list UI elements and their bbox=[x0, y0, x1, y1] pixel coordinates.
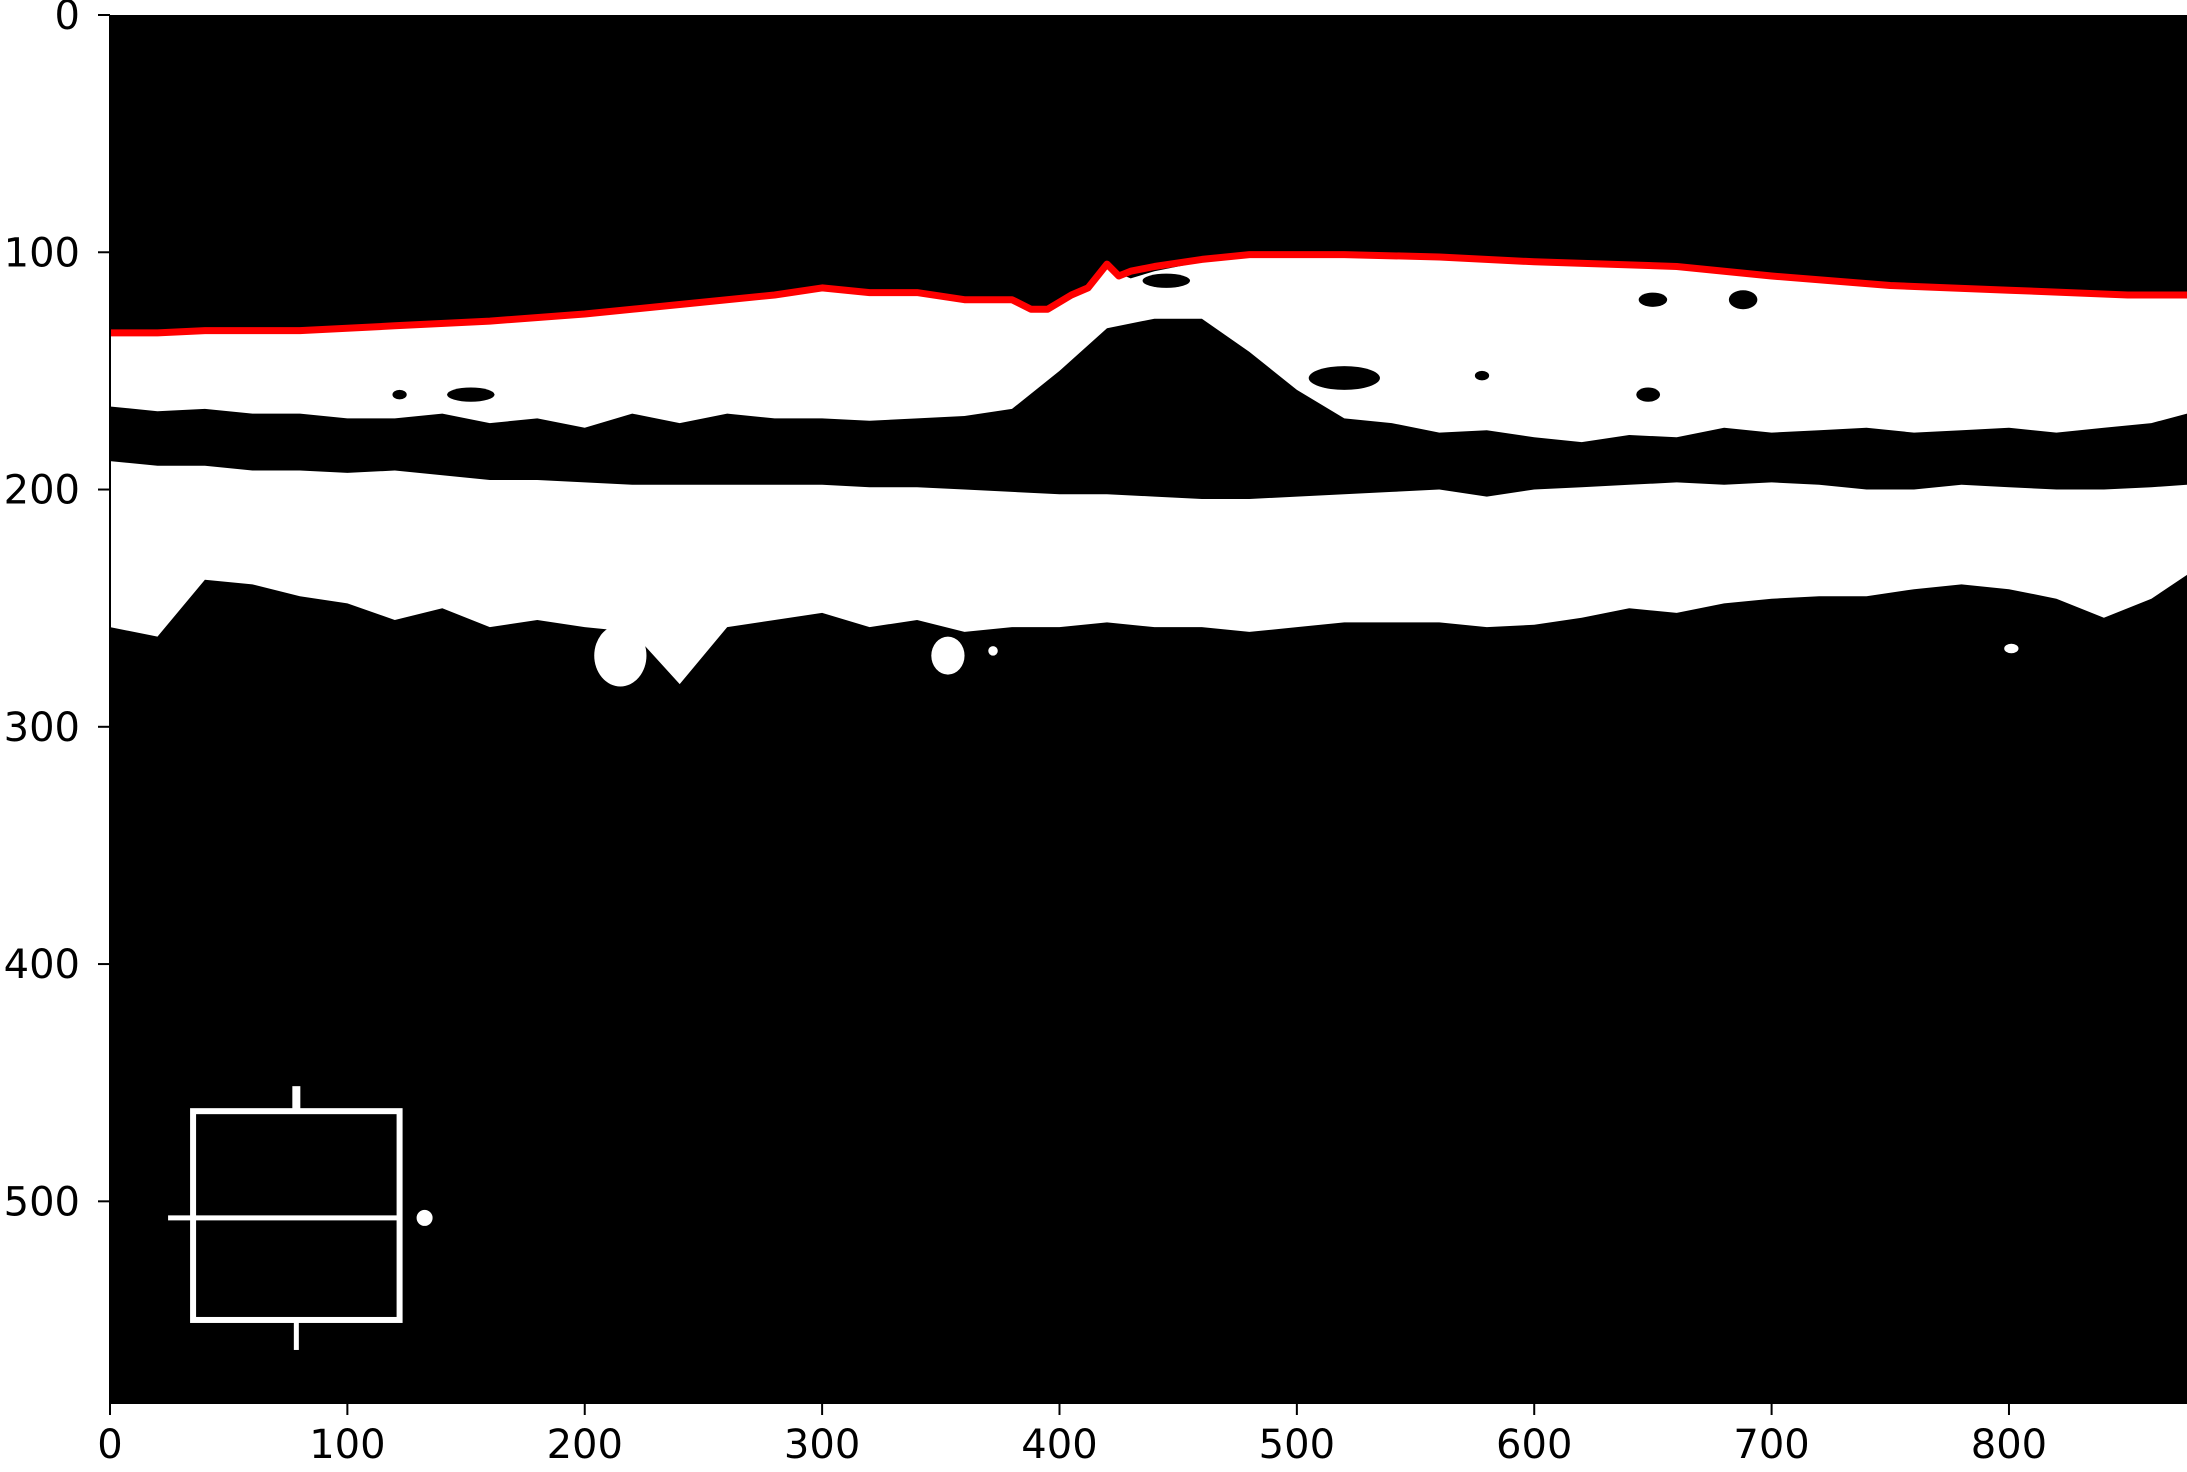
x-tick-label: 800 bbox=[1971, 1422, 2047, 1468]
x-tick-label: 200 bbox=[547, 1422, 623, 1468]
y-tick-label: 300 bbox=[4, 705, 80, 751]
image-background bbox=[110, 15, 2187, 1403]
black-blob bbox=[392, 389, 407, 400]
x-tick-label: 100 bbox=[309, 1422, 385, 1468]
black-blob bbox=[1474, 370, 1490, 381]
marker-side-dot bbox=[416, 1209, 433, 1226]
x-tick-label: 300 bbox=[784, 1422, 860, 1468]
y-tick-label: 400 bbox=[4, 942, 80, 988]
region-upper-band bbox=[110, 257, 2187, 443]
white-blob bbox=[2004, 643, 2019, 654]
x-tick-label: 500 bbox=[1259, 1422, 1335, 1468]
x-tick-label: 700 bbox=[1733, 1422, 1809, 1468]
x-tick-label: 0 bbox=[97, 1422, 122, 1468]
x-axis: 0 100 200 300 400 500 600 700 800 bbox=[97, 1403, 2047, 1468]
black-blob bbox=[1728, 290, 1758, 310]
black-blob bbox=[1308, 366, 1380, 390]
white-blob bbox=[988, 646, 998, 656]
white-blob bbox=[594, 624, 647, 687]
x-tick-label: 600 bbox=[1496, 1422, 1572, 1468]
boundary-line bbox=[110, 251, 2187, 337]
black-blob bbox=[1142, 273, 1191, 288]
axes-frame bbox=[109, 15, 2187, 1404]
y-tick-label: 0 bbox=[55, 0, 80, 39]
plot-area bbox=[110, 15, 2187, 1403]
y-tick-label: 100 bbox=[4, 230, 80, 276]
y-tick-label: 200 bbox=[4, 468, 80, 514]
white-blob bbox=[931, 636, 965, 675]
y-tick-label: 500 bbox=[4, 1179, 80, 1225]
x-tick-label: 400 bbox=[1021, 1422, 1097, 1468]
black-blob bbox=[1636, 387, 1661, 402]
y-axis: 0 100 200 300 400 500 bbox=[4, 0, 110, 1225]
black-blob bbox=[447, 387, 495, 402]
black-blob bbox=[1638, 292, 1668, 307]
